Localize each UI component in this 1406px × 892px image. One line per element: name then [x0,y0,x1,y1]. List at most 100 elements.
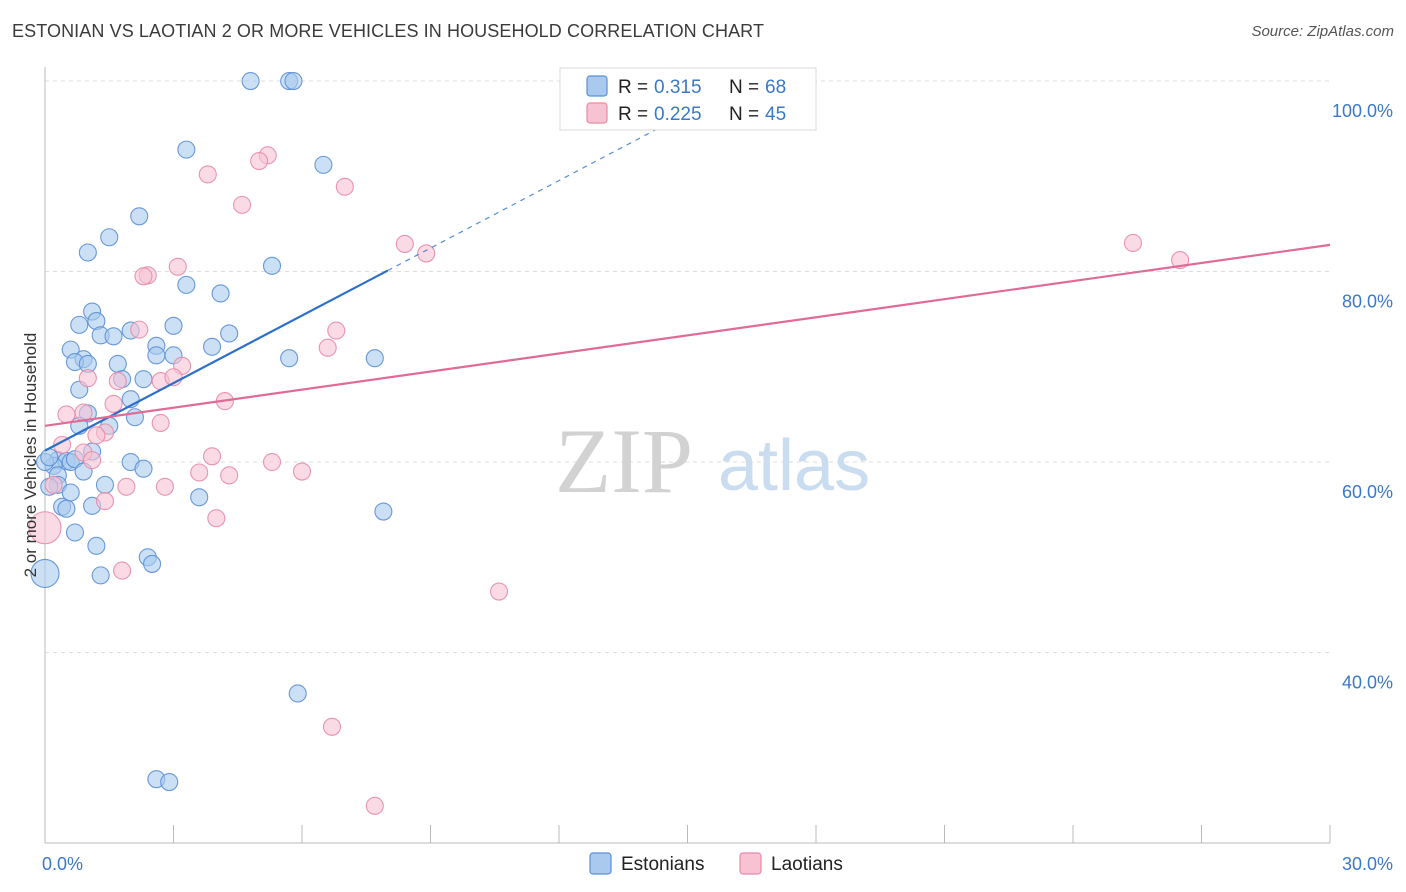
legend-swatch-laotians [586,102,608,124]
estonian-point-55 [57,499,76,518]
laotian-point-24 [151,413,170,433]
estonian-point-5 [130,207,149,226]
series-label-laotians: Laotians [771,854,843,875]
estonian-point-16 [220,324,239,343]
estonian-point-24 [280,349,299,368]
y-tick-labels: 40.0% 60.0% 80.0% 100.0% [1332,101,1393,692]
laotian-point-31 [262,452,282,472]
laotian-point-38 [95,492,115,511]
estonian-point-14 [164,316,183,335]
laotian-point-12 [130,320,149,339]
estonian-point-7 [78,243,97,262]
estonian-point-20 [203,337,222,356]
estonian-point-56 [374,502,393,521]
x-tick-label-0: 0.0% [42,854,83,874]
laotian-point-35 [44,475,63,494]
series-legend: Estonians Laotians [589,852,843,875]
estonian-point-22 [147,346,166,365]
laotian-point-11 [134,267,153,286]
legend-n-value-1: 68 [765,77,786,98]
legend-r-label-1: R = [618,77,648,98]
laotian-point-40 [28,511,62,545]
laotian-point-30 [83,451,102,470]
laotian-point-37 [155,477,174,496]
laotian-point-36 [117,477,136,496]
laotian-point-17 [108,372,127,391]
laotian-point-16 [78,369,97,388]
legend-n-label-1: N = [729,77,759,98]
x-tick-labels: 0.0% 30.0% [42,854,1393,874]
watermark: ZIP atlas [555,410,870,512]
laotian-point-34 [220,466,239,485]
legend-r-value-1: 0.315 [654,77,702,98]
y-tick-label-1: 60.0% [1342,482,1393,502]
watermark-zip: ZIP [555,410,693,512]
laotian-point-39 [207,509,226,528]
legend-r-value-2: 0.225 [654,104,702,125]
watermark-atlas: atlas [718,426,870,506]
legend-swatch-estonians [586,75,608,97]
laotian-point-2 [198,165,217,184]
laotian-point-21 [104,394,123,413]
chart-title: ESTONIAN VS LAOTIAN 2 OR MORE VEHICLES I… [12,21,765,41]
laotian-point-44 [365,796,384,815]
estonians-trend-line [44,269,389,452]
laotian-point-22 [74,403,93,422]
laotian-point-43 [322,717,342,736]
laotian-point-4 [232,195,252,214]
series-label-estonians: Estonians [621,854,704,875]
trend-lines [44,90,1331,452]
laotian-point-26 [87,426,106,445]
gridlines [45,80,1330,654]
estonian-point-31 [134,370,153,389]
y-axis-label: 2 or more Vehicles in Household [21,333,40,578]
estonian-point-45 [134,459,153,478]
estonian-point-25 [365,349,384,368]
estonian-point-6 [100,228,119,247]
estonian-point-67 [40,448,59,467]
laotian-point-13 [327,321,346,340]
laotian-point-9 [168,257,187,276]
laotian-point-5 [1123,233,1143,253]
laotians-points [28,146,1190,815]
estonian-point-29 [108,354,127,373]
estonian-point-2 [284,71,303,91]
laotian-point-3 [335,177,354,196]
laotian-point-7 [417,244,436,263]
estonian-point-60 [143,554,162,573]
laotian-point-32 [292,462,312,481]
laotian-point-42 [489,582,509,601]
estonian-point-61 [91,566,110,585]
laotian-point-6 [395,234,414,253]
estonian-point-18 [104,327,123,346]
laotian-point-14 [318,338,337,357]
source-label: Source: ZipAtlas.com [1251,23,1394,40]
estonian-point-65 [160,772,179,792]
series-swatch-laotians [739,852,762,875]
estonian-point-52 [190,488,209,507]
laotian-point-41 [113,561,132,580]
estonian-point-3 [177,140,196,159]
correlation-legend: R = 0.315 N = 68 R = 0.225 N = 45 [559,67,817,131]
legend-n-label-2: N = [729,104,759,125]
legend-r-label-2: R = [618,104,648,125]
laotian-point-1 [250,152,269,171]
laotian-point-29 [203,447,222,466]
estonian-point-49 [95,475,115,494]
estonian-point-13 [70,315,89,334]
y-tick-label-0: 40.0% [1342,673,1393,693]
estonian-point-10 [211,284,230,303]
legend-n-value-2: 45 [765,104,786,125]
series-swatch-estonians [589,852,612,875]
x-tick-label-1: 30.0% [1342,854,1393,874]
estonian-point-8 [262,256,282,275]
y-tick-label-3: 100.0% [1332,101,1393,121]
estonian-point-57 [65,523,85,542]
laotian-point-33 [190,463,209,482]
estonian-point-0 [241,71,260,91]
estonian-point-4 [314,155,333,174]
laotian-point-23 [57,405,76,424]
estonian-point-63 [288,684,307,703]
laotians-trend-line [44,243,1331,427]
